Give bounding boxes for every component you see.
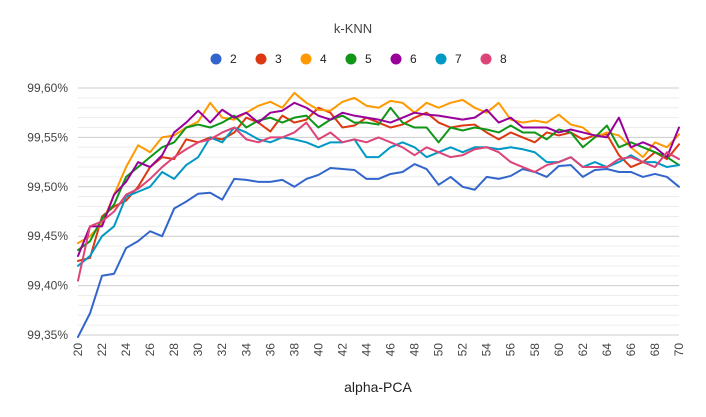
x-tick-label: 58: [528, 343, 542, 357]
x-tick-label: 40: [311, 343, 325, 357]
series-lines: [77, 91, 680, 338]
legend-label-5: 5: [365, 52, 372, 66]
x-tick-label: 56: [504, 343, 518, 357]
x-axis-title: alpha-PCA: [344, 379, 412, 395]
y-tick-label: 99,45%: [27, 229, 68, 243]
series-line-6: [77, 101, 680, 257]
x-tick-label: 34: [239, 343, 253, 357]
x-tick-label: 44: [359, 343, 373, 357]
legend-marker-7: [435, 53, 447, 65]
x-tick-label: 70: [672, 343, 686, 357]
x-tick-label: 52: [456, 343, 470, 357]
y-tick-label: 99,40%: [27, 279, 68, 293]
x-axis-ticks: 20 22 24 26 28 30 32 34 36 38 40 42 44 46 48 50 52 54 56 58…: [71, 343, 686, 357]
legend-label-8: 8: [500, 52, 507, 66]
x-tick-label: 38: [287, 343, 301, 357]
legend-label-6: 6: [410, 52, 417, 66]
legend-marker-4: [300, 53, 312, 65]
x-tick-label: 30: [191, 343, 205, 357]
x-tick-label: 20: [71, 343, 85, 357]
x-tick-label: 64: [600, 343, 614, 357]
x-tick-label: 50: [432, 343, 446, 357]
x-tick-label: 36: [263, 343, 277, 357]
x-tick-label: 22: [95, 343, 109, 357]
x-tick-label: 26: [143, 343, 157, 357]
legend-marker-3: [255, 53, 267, 65]
x-tick-label: 54: [480, 343, 494, 357]
legend-marker-8: [480, 53, 492, 65]
legend-label-4: 4: [320, 52, 327, 66]
legend-label-7: 7: [455, 52, 462, 66]
y-axis-ticks: 99,35% 99,40% 99,45% 99,50% 99,55% 99,60%: [27, 81, 68, 342]
legend-label-2: 2: [230, 52, 237, 66]
x-tick-label: 46: [384, 343, 398, 357]
x-tick-label: 48: [408, 343, 422, 357]
chart-title: k-KNN: [334, 21, 372, 36]
y-tick-label: 99,50%: [27, 180, 68, 194]
x-tick-label: 68: [648, 343, 662, 357]
x-tick-label: 60: [552, 343, 566, 357]
x-tick-label: 62: [576, 343, 590, 357]
legend-marker-5: [345, 53, 357, 65]
series-line-3: [77, 106, 680, 262]
legend-marker-6: [390, 53, 402, 65]
x-tick-label: 24: [119, 343, 133, 357]
y-tick-label: 99,35%: [27, 328, 68, 342]
series-line-5: [77, 106, 680, 252]
x-tick-label: 66: [624, 343, 638, 357]
series-line-2: [77, 163, 680, 338]
series-line-4: [77, 91, 680, 245]
x-tick-label: 28: [167, 343, 181, 357]
legend-label-3: 3: [275, 52, 282, 66]
legend-marker-2: [210, 53, 222, 65]
x-tick-label: 42: [335, 343, 349, 357]
y-tick-label: 99,55%: [27, 130, 68, 144]
x-tick-label: 32: [215, 343, 229, 357]
series-line-8: [77, 121, 680, 282]
y-tick-label: 99,60%: [27, 81, 68, 95]
legend: 2 3 4 5 6 7 8: [210, 52, 507, 66]
